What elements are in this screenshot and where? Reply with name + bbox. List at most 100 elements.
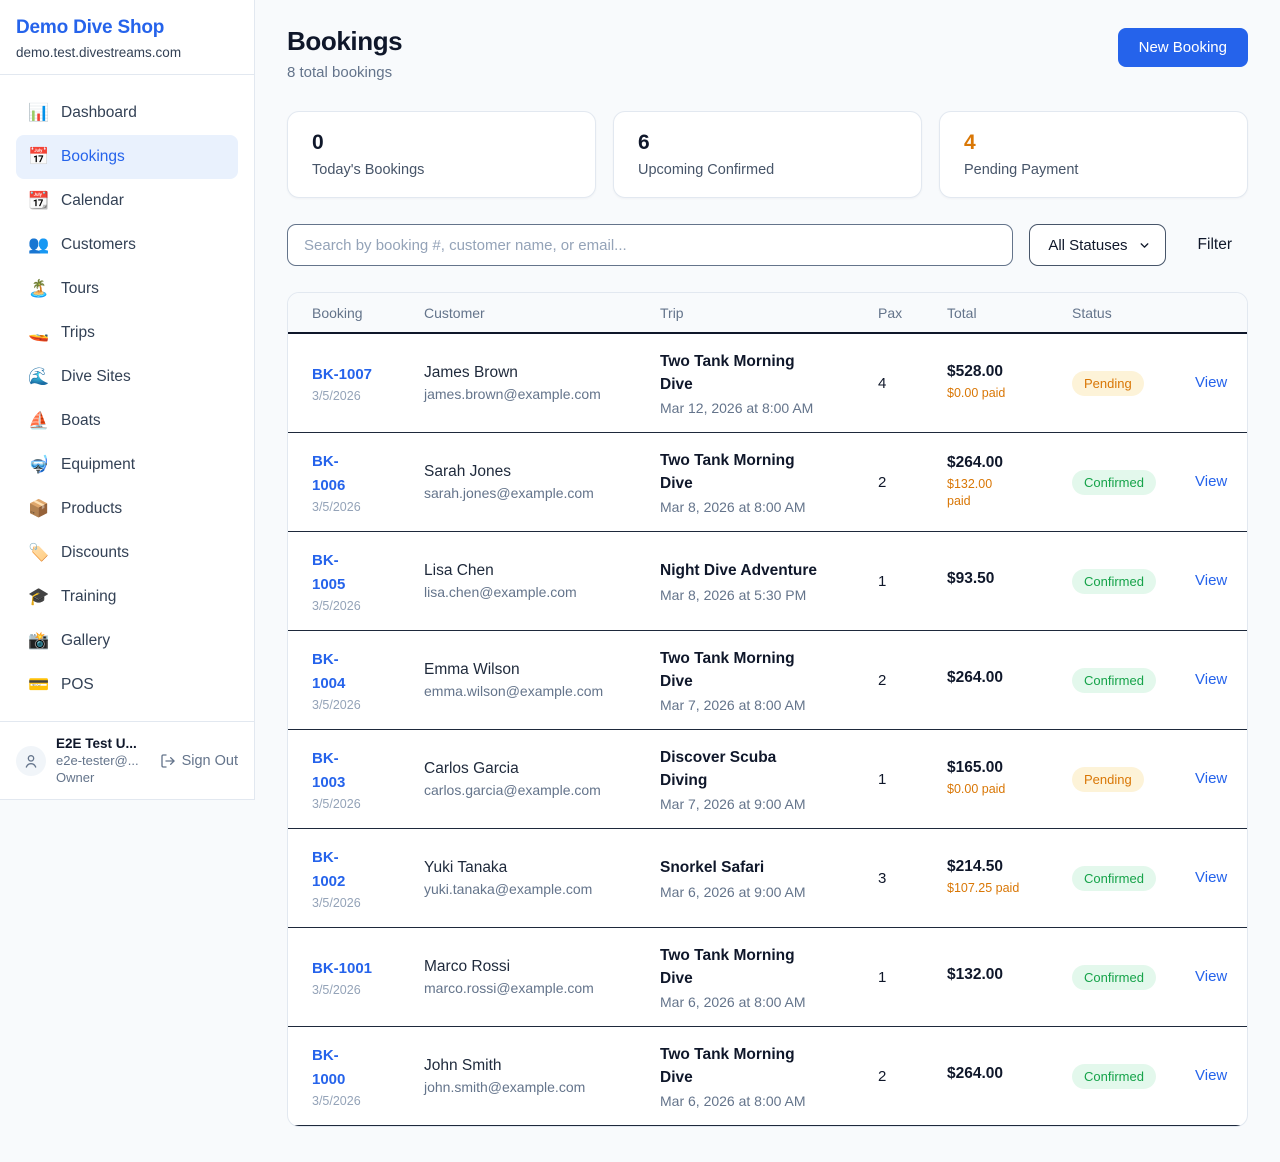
booking-id-cell: BK- 1003 3/5/2026 [312,747,424,811]
booking-row: BK- 1000 3/5/2026 John Smith john.smith@… [288,1027,1247,1126]
sidebar-nav-label: Calendar [61,192,124,209]
trip-name: Two Tank Morning Dive [660,946,795,987]
booking-id-link[interactable]: BK- 1005 [312,552,346,593]
sidebar-nav-label: Products [61,500,123,517]
status-badge: Confirmed [1072,469,1156,495]
stat-value: 6 [638,131,650,154]
sign-out-button[interactable]: Sign Out [160,753,238,769]
total-amount: $93.50 [947,570,995,587]
booking-id-link[interactable]: BK-1001 [312,959,373,977]
view-link[interactable]: View [1195,1067,1228,1084]
credit-card-icon: 💳 [28,675,50,694]
customer-name: James Brown [424,364,518,381]
status-filter-select[interactable]: All Statuses [1029,224,1166,266]
stat-value: 4 [964,131,976,154]
booking-date: 3/5/2026 [312,796,361,811]
view-link[interactable]: View [1195,473,1228,490]
new-booking-button[interactable]: New Booking [1117,28,1248,67]
total-amount: $214.50 [947,858,1004,876]
booking-id-link[interactable]: BK- 1004 [312,651,346,692]
booking-row: BK- 1005 3/5/2026 Lisa Chen lisa.chen@ex… [288,532,1247,631]
sidebar-nav-item[interactable]: 📦 Products [16,487,238,531]
paid-amount: $0.00 paid [947,782,1006,797]
column-header-status: Status [1072,304,1112,321]
trip-datetime: Mar 7, 2026 at 9:00 AM [660,796,806,813]
sidebar-user-footer: E2E Test U... e2e-tester@... Owner Sign … [0,721,254,799]
actions-cell: View [1195,671,1231,689]
sidebar-nav-label: Bookings [61,148,125,165]
sidebar-nav-item[interactable]: 📆 Calendar [16,179,238,223]
trip-datetime: Mar 8, 2026 at 8:00 AM [660,499,806,516]
trip-datetime: Mar 8, 2026 at 5:30 PM [660,586,807,603]
column-header-total: Total [947,304,977,321]
sidebar-nav-item[interactable]: ⛵ Boats [16,399,238,443]
user-name: E2E Test U... [56,736,137,751]
total-cell: $165.00 $0.00 paid [947,759,1072,799]
customer-name: Sarah Jones [424,463,512,480]
sidebar-nav-item[interactable]: 📅 Bookings [16,135,238,179]
stat-label: Today's Bookings [312,162,425,178]
trip-cell: Two Tank Morning Dive Mar 12, 2026 at 8:… [660,350,878,417]
sidebar-nav-item[interactable]: 🎓 Training [16,575,238,619]
booking-id-cell: BK-1001 3/5/2026 [312,957,424,997]
brand-name: Demo Dive Shop [16,17,165,38]
sidebar-nav-item[interactable]: 🏷️ Discounts [16,531,238,575]
view-link[interactable]: View [1195,869,1228,886]
booking-row: BK- 1004 3/5/2026 Emma Wilson emma.wilso… [288,631,1247,730]
avatar [16,745,46,776]
page-title: Bookings [287,26,403,56]
customer-name: John Smith [424,1057,502,1074]
view-link[interactable]: View [1195,374,1228,391]
package-icon: 📦 [28,499,50,518]
total-cell: $528.00 $0.00 paid [947,363,1072,403]
booking-row: BK-1007 3/5/2026 James Brown james.brown… [288,334,1247,433]
status-badge: Pending [1072,370,1144,396]
status-badge: Confirmed [1072,667,1156,693]
page-subtitle: 8 total bookings [287,64,393,81]
status-cell: Confirmed [1072,667,1195,693]
booking-id-link[interactable]: BK- 1006 [312,453,346,494]
column-header-trip: Trip [660,304,684,321]
customer-email: marco.rossi@example.com [424,980,594,996]
sidebar-nav-item[interactable]: 🌊 Dive Sites [16,355,238,399]
customer-name: Carlos Garcia [424,760,519,777]
person-icon [25,754,37,768]
total-cell: $264.00 [947,1065,1072,1087]
search-input[interactable] [287,224,1014,266]
status-cell: Confirmed [1072,964,1195,990]
status-badge: Pending [1072,766,1144,792]
pax-value: 1 [878,572,887,590]
actions-cell: View [1195,968,1231,986]
sidebar-nav-item[interactable]: 📸 Gallery [16,619,238,663]
view-link[interactable]: View [1195,572,1228,589]
booking-id-link[interactable]: BK- 1003 [312,750,346,791]
sidebar-nav-item[interactable]: 🚤 Trips [16,311,238,355]
sidebar-nav-item[interactable]: 🏝️ Tours [16,267,238,311]
status-badge: Confirmed [1072,865,1156,891]
actions-cell: View [1195,473,1231,491]
booking-row: BK- 1006 3/5/2026 Sarah Jones sarah.jone… [288,433,1247,532]
bar-chart-icon: 📊 [28,103,50,122]
sidebar-nav-item[interactable]: 👥 Customers [16,223,238,267]
trip-cell: Two Tank Morning Dive Mar 6, 2026 at 8:0… [660,1043,878,1110]
booking-id-link[interactable]: BK-1007 [312,365,373,383]
main-content: Bookings 8 total bookings New Booking 0 … [255,0,1280,1157]
sailboat-icon: ⛵ [28,411,50,430]
total-amount: $264.00 [947,669,1004,686]
view-link[interactable]: View [1195,671,1228,688]
view-link[interactable]: View [1195,770,1228,787]
booking-id-link[interactable]: BK- 1002 [312,849,346,890]
brand-domain: demo.test.divestreams.com [16,45,182,60]
sidebar-nav-item[interactable]: 🤿 Equipment [16,443,238,487]
filter-button[interactable]: Filter [1197,236,1232,253]
page-header: Bookings 8 total bookings New Booking [287,26,1248,81]
booking-date: 3/5/2026 [312,1093,361,1108]
booking-row: BK- 1002 3/5/2026 Yuki Tanaka yuki.tanak… [288,829,1247,928]
trip-cell: Snorkel Safari Mar 6, 2026 at 9:00 AM [660,856,878,899]
booking-id-link[interactable]: BK- 1000 [312,1047,346,1088]
sidebar-nav-item[interactable]: 📊 Dashboard [16,91,238,135]
sidebar-nav-label: Discounts [61,544,130,561]
stat-card-upcoming-confirmed: 6 Upcoming Confirmed [613,111,922,198]
sidebar-nav-item[interactable]: 💳 POS [16,663,238,707]
view-link[interactable]: View [1195,968,1228,985]
